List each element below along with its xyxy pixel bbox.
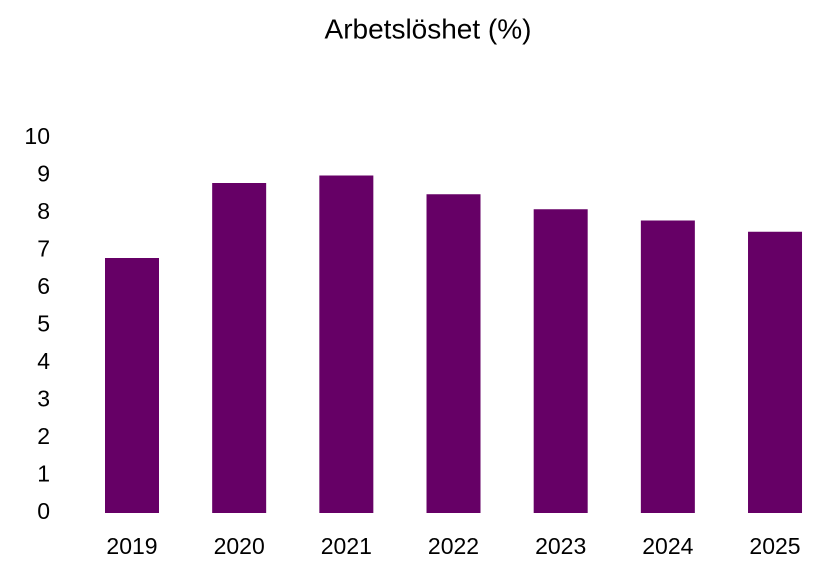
bar: [640, 220, 695, 513]
bar: [426, 194, 481, 513]
y-tick-label: 5: [37, 311, 50, 337]
chart-title: Arbetslöshet (%): [325, 13, 532, 44]
y-tick-label: 0: [37, 498, 50, 524]
y-tick-label: 3: [37, 386, 50, 412]
x-tick-label: 2019: [106, 533, 157, 559]
y-tick-label: 6: [37, 273, 50, 299]
y-tick-label: 1: [37, 461, 50, 487]
x-tick-label: 2024: [642, 533, 693, 559]
x-tick-label: 2025: [749, 533, 800, 559]
y-tick-label: 10: [24, 123, 50, 149]
y-tick-label: 8: [37, 198, 50, 224]
x-tick-label: 2023: [535, 533, 586, 559]
y-tick-label: 4: [37, 348, 50, 374]
x-tick-label: 2020: [214, 533, 265, 559]
y-tick-label: 9: [37, 161, 50, 187]
x-tick-label: 2021: [321, 533, 372, 559]
bar: [319, 175, 374, 513]
bar: [748, 231, 803, 513]
bar: [212, 183, 267, 513]
bar: [105, 258, 159, 513]
y-tick-label: 7: [37, 236, 50, 262]
x-tick-label: 2022: [428, 533, 479, 559]
y-tick-label: 2: [37, 423, 50, 449]
bar: [533, 209, 588, 513]
